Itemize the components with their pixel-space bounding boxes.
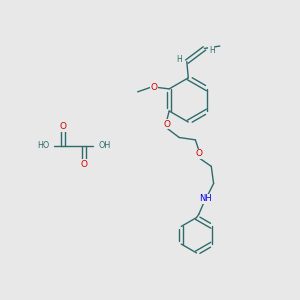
- Text: NH: NH: [199, 194, 212, 203]
- Text: H: H: [177, 55, 182, 64]
- Text: OH: OH: [98, 141, 111, 150]
- Text: H: H: [209, 46, 215, 55]
- Text: O: O: [150, 83, 157, 92]
- Text: HO: HO: [37, 141, 49, 150]
- Text: O: O: [195, 149, 203, 158]
- Text: O: O: [60, 122, 67, 131]
- Text: O: O: [81, 160, 88, 169]
- Text: O: O: [163, 120, 170, 129]
